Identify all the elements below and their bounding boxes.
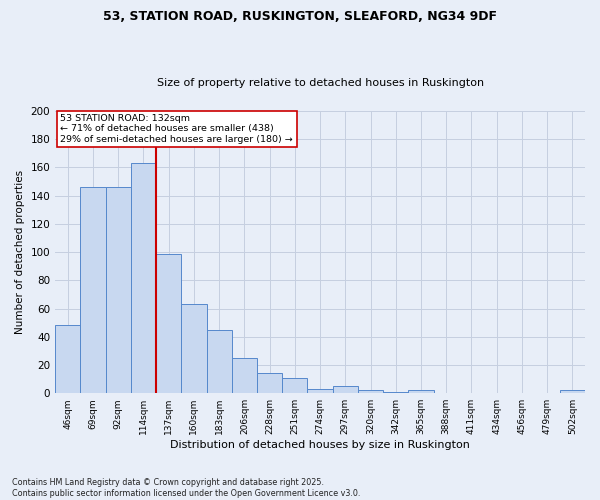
Bar: [55, 326, 80, 393]
X-axis label: Distribution of detached houses by size in Ruskington: Distribution of detached houses by size …: [170, 440, 470, 450]
Bar: [332, 386, 358, 393]
Bar: [232, 358, 257, 393]
Bar: [257, 374, 282, 393]
Bar: [409, 390, 434, 393]
Text: 53 STATION ROAD: 132sqm
← 71% of detached houses are smaller (438)
29% of semi-d: 53 STATION ROAD: 132sqm ← 71% of detache…: [61, 114, 293, 144]
Bar: [560, 390, 585, 393]
Text: Contains HM Land Registry data © Crown copyright and database right 2025.
Contai: Contains HM Land Registry data © Crown c…: [12, 478, 361, 498]
Bar: [131, 163, 156, 393]
Bar: [181, 304, 206, 393]
Bar: [106, 187, 131, 393]
Bar: [358, 390, 383, 393]
Bar: [80, 187, 106, 393]
Bar: [307, 389, 332, 393]
Bar: [282, 378, 307, 393]
Bar: [206, 330, 232, 393]
Text: 53, STATION ROAD, RUSKINGTON, SLEAFORD, NG34 9DF: 53, STATION ROAD, RUSKINGTON, SLEAFORD, …: [103, 10, 497, 23]
Y-axis label: Number of detached properties: Number of detached properties: [15, 170, 25, 334]
Bar: [383, 392, 409, 393]
Bar: [156, 254, 181, 393]
Title: Size of property relative to detached houses in Ruskington: Size of property relative to detached ho…: [157, 78, 484, 88]
